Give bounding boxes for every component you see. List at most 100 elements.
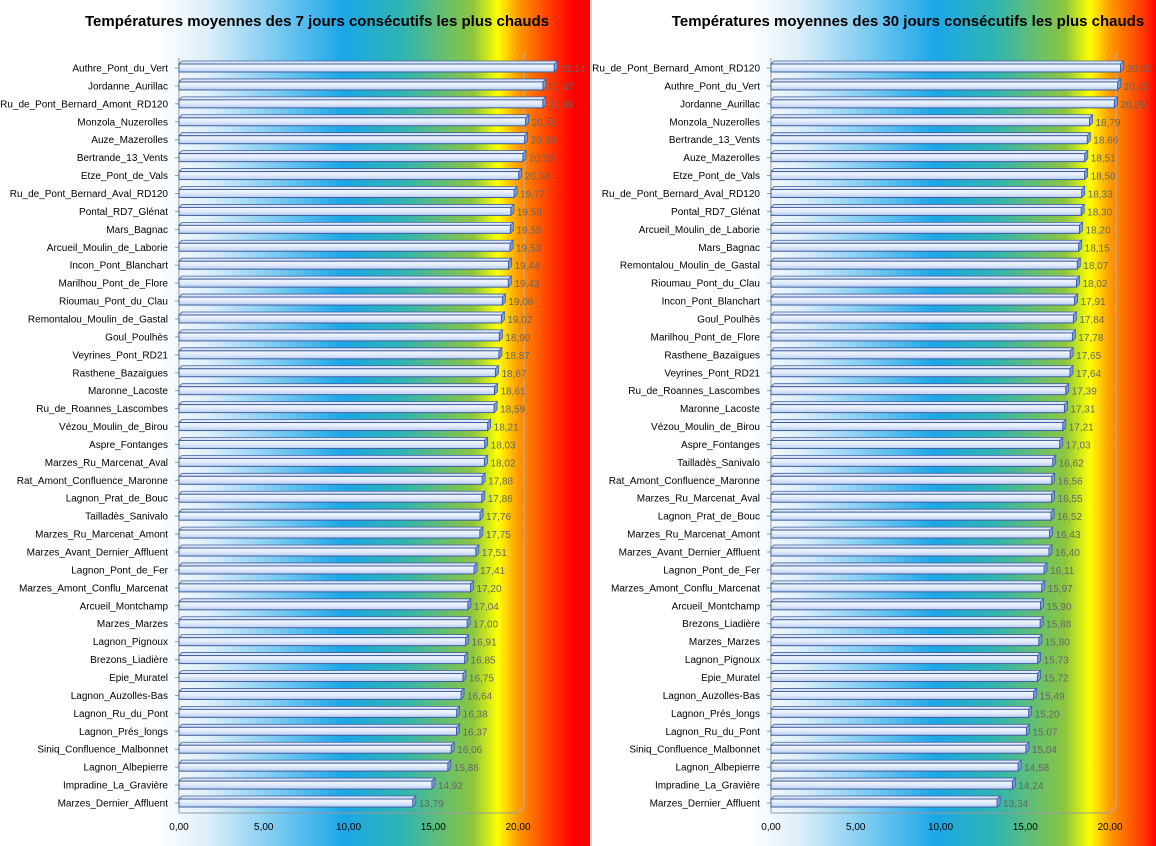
value-label: 14,92: [438, 781, 463, 792]
value-label: 17,64: [1076, 369, 1101, 380]
value-label: 17,04: [474, 602, 499, 613]
x-tick-label: 15,00: [1013, 822, 1038, 833]
category-label: Auze_Mazerolles: [683, 153, 760, 164]
bar: [770, 260, 1078, 270]
floor-depth-line: [1109, 806, 1117, 814]
value-label: 17,51: [482, 548, 507, 559]
value-label: 18,21: [494, 423, 519, 434]
bar: [770, 475, 1053, 485]
category-label: Lagnon_Albepierre: [83, 763, 168, 774]
bar: [178, 153, 524, 163]
chart-title: Températures moyennes des 7 jours conséc…: [85, 13, 549, 30]
category-label: Arcueil_Montchamp: [672, 601, 761, 612]
bar: [178, 744, 452, 754]
value-label: 17,78: [1078, 333, 1103, 344]
category-label: Bertrande_13_Vents: [669, 135, 760, 146]
bar: [178, 798, 414, 808]
value-label: 13,79: [419, 799, 444, 810]
category-label: Ru_de_Pont_Bernard_Amont_RD120: [0, 99, 168, 110]
bar: [770, 296, 1076, 306]
category-label: Epie_Muratel: [701, 673, 760, 684]
category-label: Brezons_Liadière: [90, 655, 168, 666]
x-tick-label: 5,00: [254, 822, 274, 833]
x-tick-label: 10,00: [928, 822, 953, 833]
value-label: 16,40: [1055, 548, 1080, 559]
bar: [770, 368, 1071, 378]
bar: [178, 439, 486, 449]
bar: [770, 493, 1053, 503]
bar: [178, 278, 509, 288]
bar: [770, 242, 1080, 252]
bar: [178, 511, 481, 521]
category-label: Impradine_La_Gravière: [63, 781, 168, 792]
value-label: 20,26: [1120, 100, 1145, 111]
bar: [178, 260, 510, 270]
value-label: 17,76: [486, 512, 511, 523]
category-label: Tailladès_Sanivalo: [85, 512, 168, 523]
value-label: 19,55: [516, 225, 541, 236]
category-label: Vézou_Moulin_de_Birou: [651, 422, 760, 433]
value-label: 16,52: [1057, 512, 1082, 523]
bar: [770, 422, 1064, 432]
value-label: 20,04: [525, 172, 550, 183]
panel-divider: [590, 0, 592, 846]
category-label: Bertrande_13_Vents: [77, 153, 168, 164]
bar: [178, 171, 520, 181]
value-label: 21,46: [549, 100, 574, 111]
bar: [178, 296, 503, 306]
floor-depth-line: [517, 806, 525, 814]
bar: [178, 619, 468, 629]
category-label: Lagnon_Prat_de_Bouc: [66, 494, 168, 505]
bar: [178, 332, 500, 342]
value-label: 18,20: [1085, 225, 1110, 236]
bar: [770, 171, 1086, 181]
bar: [178, 493, 483, 503]
category-label: Jordanne_Aurillac: [680, 99, 760, 110]
value-label: 16,11: [1050, 566, 1075, 577]
category-label: Veyrines_Pont_RD21: [72, 350, 168, 361]
bar: [770, 314, 1074, 324]
category-label: Goul_Poulhès: [105, 332, 168, 343]
bar: [178, 673, 464, 683]
value-label: 16,06: [457, 745, 482, 756]
category-label: Marzes_Ru_Marcenat_Aval: [45, 458, 168, 469]
value-label: 17,41: [480, 566, 505, 577]
category-label: Epie_Muratel: [109, 673, 168, 684]
value-label: 19,43: [514, 279, 539, 290]
bar: [178, 708, 458, 718]
value-label: 18,90: [505, 333, 530, 344]
value-label: 15,72: [1043, 674, 1068, 685]
bar: [178, 81, 544, 91]
category-label: Marzes_Marzes: [689, 637, 760, 648]
value-label: 14,24: [1018, 781, 1043, 792]
category-label: Marzes_Avant_Dernier_Affluent: [619, 548, 761, 559]
value-label: 17,20: [477, 584, 502, 595]
bar: [770, 135, 1088, 145]
category-label: Arcueil_Montchamp: [80, 601, 169, 612]
chart-panel-30-days: Températures moyennes des 30 jours consé…: [592, 0, 1156, 846]
value-label: 20,62: [1127, 64, 1152, 75]
category-label: Maronne_Lacoste: [680, 404, 760, 415]
value-label: 16,56: [1058, 476, 1083, 487]
bar: [770, 439, 1061, 449]
category-label: Lagnon_Pont_de_Fer: [663, 565, 760, 576]
value-label: 16,85: [471, 656, 496, 667]
bar: [770, 386, 1067, 396]
bar: [770, 601, 1042, 611]
category-label: Authre_Pont_du_Vert: [664, 81, 760, 92]
bar: [178, 565, 475, 575]
value-label: 17,91: [1081, 297, 1106, 308]
category-label: Marzes_Dernier_Affluent: [58, 799, 169, 810]
value-label: 16,75: [469, 674, 494, 685]
category-label: Siniq_Confluence_Malbonnet: [629, 745, 760, 756]
value-label: 17,88: [488, 476, 513, 487]
value-label: 17,75: [486, 530, 511, 541]
bar: [770, 583, 1043, 593]
bar: [178, 206, 512, 216]
bar: [770, 726, 1027, 736]
bar: [178, 99, 544, 109]
bar: [770, 619, 1041, 629]
value-label: 19,08: [508, 297, 533, 308]
value-label: 20,45: [1124, 82, 1149, 93]
value-label: 18,07: [1083, 261, 1108, 272]
